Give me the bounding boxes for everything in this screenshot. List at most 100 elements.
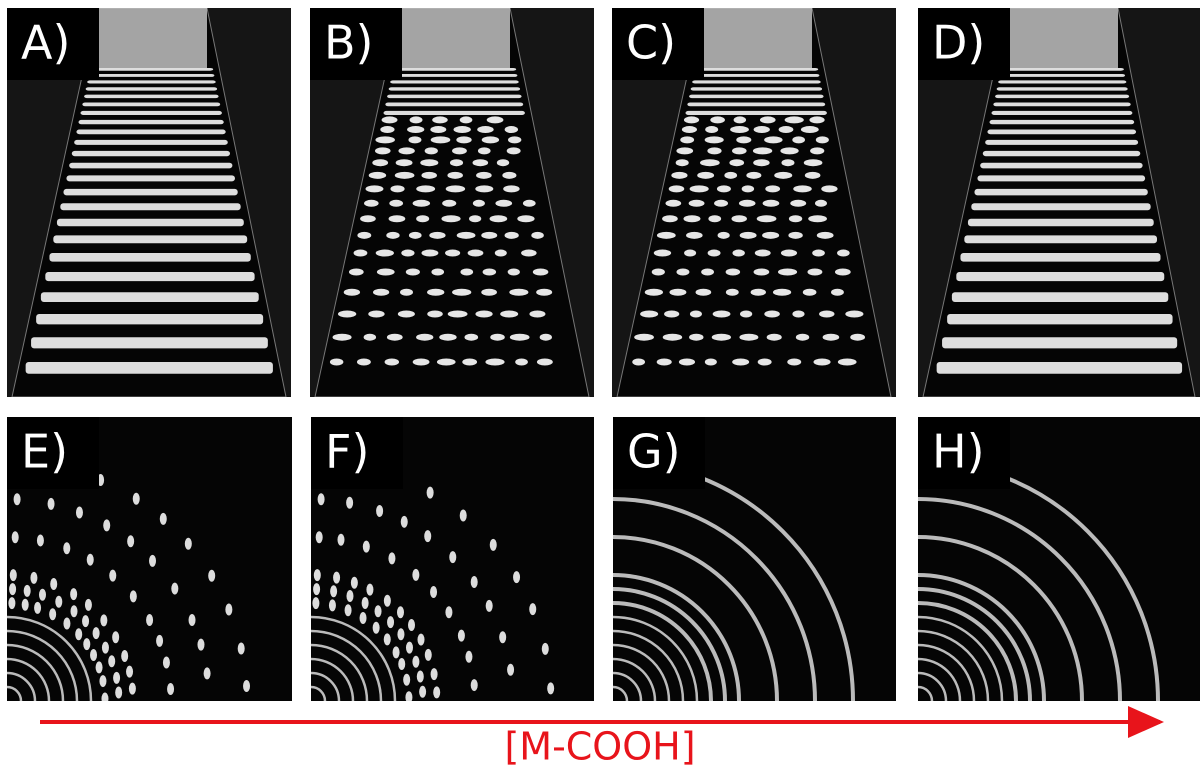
stripe [393, 68, 516, 71]
spot [523, 200, 536, 207]
spot [469, 215, 481, 222]
spot [337, 534, 344, 546]
spot [99, 675, 106, 687]
spot [483, 268, 496, 275]
spot [357, 359, 371, 366]
spot [446, 185, 465, 192]
panel: A) [7, 8, 291, 397]
spot [149, 555, 156, 567]
spot [495, 200, 512, 207]
spot [412, 569, 419, 581]
spot [547, 682, 554, 694]
spot [442, 200, 456, 207]
spot [333, 334, 352, 341]
spot [495, 250, 507, 257]
spot [346, 590, 353, 602]
stripe [980, 163, 1142, 169]
spot [465, 651, 472, 663]
spot [634, 334, 654, 341]
spot [103, 519, 110, 531]
spot [429, 232, 445, 239]
panel-label: E) [21, 425, 68, 479]
spot [540, 334, 552, 341]
spot [500, 310, 518, 317]
stripe [942, 337, 1177, 348]
spot [362, 597, 369, 609]
spot [171, 583, 178, 595]
spot [758, 359, 772, 366]
spot [425, 649, 432, 661]
panel: B) [310, 8, 594, 397]
spot [701, 268, 714, 275]
spot [804, 159, 823, 166]
spot [810, 147, 824, 154]
spot [445, 250, 460, 257]
spot [732, 359, 749, 366]
spot [835, 268, 851, 275]
spot [389, 200, 403, 207]
spot [531, 232, 544, 239]
spot [12, 531, 19, 543]
stripe [389, 87, 520, 90]
stripe [81, 111, 222, 115]
spot [460, 116, 473, 123]
spot [450, 159, 463, 166]
spot [837, 250, 850, 257]
spot [471, 576, 478, 588]
spot [421, 250, 438, 257]
stripe [82, 103, 220, 107]
panel: F) [311, 417, 594, 703]
panel-label: H) [932, 425, 985, 479]
stripe [387, 95, 522, 99]
stripe [69, 163, 232, 169]
spot [475, 185, 493, 192]
spot [420, 159, 438, 166]
panels: A)B)C) D) E) F) G) H) [7, 8, 1200, 705]
spot [717, 185, 731, 192]
panel-label: D) [932, 16, 985, 70]
spot [645, 289, 663, 296]
panel-label: G) [627, 425, 681, 479]
stripe [45, 272, 254, 281]
spot [430, 126, 446, 133]
bright-top [702, 8, 812, 68]
stripe [987, 130, 1136, 135]
spot [676, 159, 689, 166]
spot [197, 639, 204, 651]
spot [679, 359, 695, 366]
spot [696, 289, 712, 296]
stripe [968, 219, 1154, 226]
stripe [385, 103, 523, 107]
spot [412, 656, 419, 668]
spot [757, 215, 777, 222]
spot [70, 588, 77, 600]
spot [676, 268, 689, 275]
stripe [691, 87, 822, 90]
spot [809, 116, 824, 123]
spot [473, 159, 489, 166]
spot [821, 185, 837, 192]
spot [762, 232, 779, 239]
spot [740, 232, 757, 239]
spot [100, 614, 107, 626]
spot [838, 359, 857, 366]
stripe [36, 314, 263, 324]
stripe [76, 130, 225, 135]
spot [778, 268, 797, 275]
spot [329, 599, 336, 611]
spot [785, 116, 804, 123]
panel: C) [612, 8, 896, 397]
spot [753, 159, 769, 166]
spot [345, 604, 352, 616]
spot [513, 571, 520, 583]
spot [481, 289, 497, 296]
spot [521, 250, 537, 257]
spot [445, 606, 452, 618]
spot [417, 670, 424, 682]
spot [482, 136, 499, 143]
spot [101, 693, 108, 705]
spot [689, 200, 705, 207]
spot [396, 159, 413, 166]
spot [845, 310, 863, 317]
spot [746, 172, 761, 179]
